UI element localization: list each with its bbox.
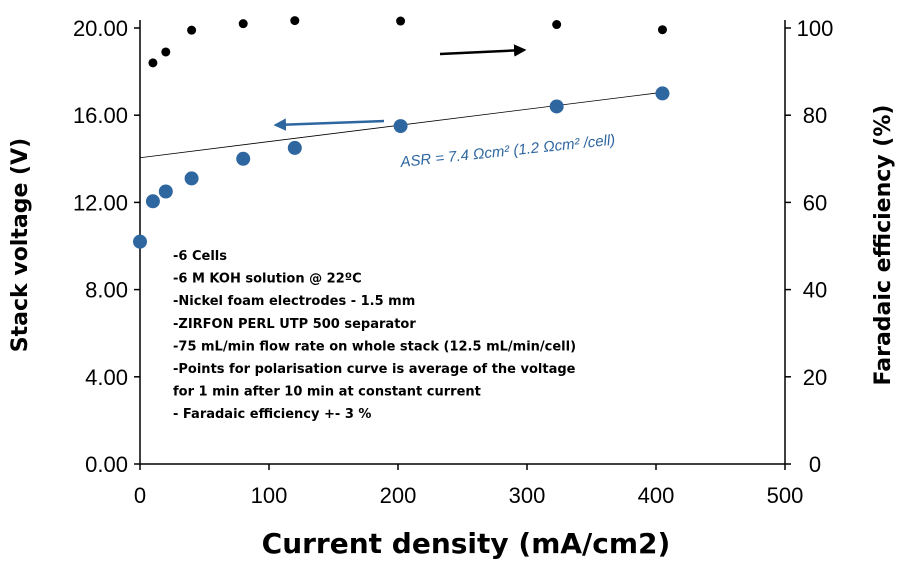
note-line: - Faradaic efficiency +- 3 % [173, 407, 371, 422]
y-right-tick-label: 80 [803, 103, 827, 128]
note-line: -ZIRFON PERL UTP 500 separator [173, 317, 416, 332]
annotations: ASR = 7.4 Ωcm² (1.2 Ωcm² /cell) -6 Cells -… [173, 44, 616, 422]
voltage-point [133, 234, 147, 249]
tick-labels: 0 100 200 300 400 5000.004.008.0012.0016.0020… [73, 16, 833, 508]
note-line: -Points for polarisation curve is averag… [173, 362, 576, 377]
y-right-tick-label: 0 [809, 452, 821, 477]
x-tick-label: 0 [134, 483, 146, 508]
efficiency-point [552, 20, 562, 30]
y-right-tick-label: 60 [803, 190, 827, 215]
data-series [133, 16, 670, 249]
voltage-point [236, 151, 251, 166]
efficiency-point [187, 25, 197, 35]
note-line: for 1 min after 10 min at constant curre… [173, 385, 481, 400]
x-axis-label: Current density (mA/cm2) [262, 527, 671, 560]
efficiency-axis-arrow [439, 44, 527, 57]
y-right-tick-label: 40 [803, 278, 827, 303]
voltage-point [158, 184, 173, 199]
y-axis-right-label: Faradaic efficiency (%) [871, 105, 896, 386]
y-left-tick-label: 16.00 [73, 103, 128, 128]
x-tick-label: 200 [380, 483, 417, 508]
voltage-point [393, 119, 408, 134]
voltage-point [287, 140, 302, 155]
y-left-tick-label: 4.00 [85, 365, 128, 390]
axes [134, 20, 791, 470]
x-tick-label: 400 [638, 483, 675, 508]
efficiency-point [161, 47, 171, 57]
y-left-tick-label: 20.00 [73, 16, 128, 41]
note-line: -Nickel foam electrodes - 1.5 mm [173, 294, 415, 309]
voltage-axis-arrow [273, 118, 385, 131]
voltage-point [655, 86, 670, 101]
efficiency-point [290, 16, 300, 26]
asr-label: ASR = 7.4 Ωcm² (1.2 Ωcm² /cell) [399, 132, 616, 172]
y-left-tick-label: 8.00 [85, 278, 128, 303]
voltage-point [184, 171, 199, 186]
y-right-tick-label: 100 [797, 16, 834, 41]
x-tick-label: 500 [767, 483, 804, 508]
x-tick-label: 100 [251, 483, 288, 508]
efficiency-point [396, 16, 406, 26]
efficiency-point [238, 19, 248, 29]
note-line: -6 Cells [173, 249, 227, 264]
y-axis-left-label: Stack voltage (V) [8, 138, 33, 352]
note-line: -6 M KOH solution @ 22ºC [173, 272, 362, 287]
voltage-point [549, 99, 564, 114]
note-line: -75 mL/min flow rate on whole stack (12.… [173, 339, 576, 354]
efficiency-point [148, 58, 158, 68]
voltage-point [145, 194, 160, 209]
x-tick-label: 300 [509, 483, 546, 508]
efficiency-point [657, 25, 667, 35]
y-left-tick-label: 0.00 [85, 452, 128, 477]
y-left-tick-label: 12.00 [73, 190, 128, 215]
y-right-tick-label: 20 [803, 365, 827, 390]
